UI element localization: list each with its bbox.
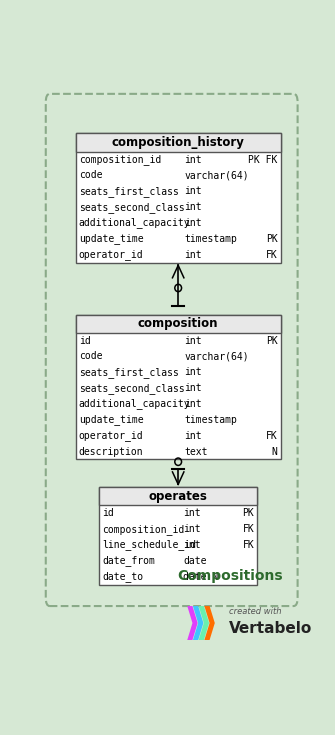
Text: text: text (184, 447, 208, 456)
Text: PK: PK (266, 336, 278, 345)
Text: FK: FK (266, 250, 278, 259)
FancyBboxPatch shape (76, 134, 281, 262)
Text: date N: date N (183, 572, 218, 581)
Text: N: N (272, 447, 278, 456)
Text: Vertabelo: Vertabelo (229, 621, 312, 637)
Text: code: code (79, 171, 102, 180)
Text: varchar(64): varchar(64) (184, 351, 249, 362)
Text: additional_capacity: additional_capacity (79, 398, 190, 409)
Text: int: int (184, 250, 202, 259)
Text: int: int (184, 202, 202, 212)
Text: FK: FK (243, 524, 254, 534)
Text: composition_history: composition_history (112, 136, 245, 149)
Text: int: int (183, 524, 201, 534)
Text: date_from: date_from (102, 556, 155, 566)
Text: int: int (184, 336, 202, 345)
Text: PK: PK (266, 234, 278, 244)
Text: operator_id: operator_id (79, 430, 143, 441)
Text: composition_id: composition_id (79, 154, 161, 165)
Text: date: date (183, 556, 206, 566)
Text: int: int (183, 508, 201, 518)
Text: int: int (184, 154, 202, 165)
Text: operator_id: operator_id (79, 249, 143, 260)
Text: timestamp: timestamp (184, 415, 237, 425)
Text: varchar(64): varchar(64) (184, 171, 249, 180)
FancyBboxPatch shape (76, 315, 281, 459)
Text: PK FK: PK FK (248, 154, 278, 165)
Text: seats_second_class: seats_second_class (79, 383, 185, 394)
Polygon shape (199, 606, 209, 640)
Text: int: int (184, 431, 202, 441)
Text: Compositions: Compositions (178, 570, 283, 584)
Text: code: code (79, 351, 102, 362)
FancyBboxPatch shape (99, 487, 257, 505)
Text: int: int (183, 540, 201, 550)
Text: int: int (184, 399, 202, 409)
FancyBboxPatch shape (76, 315, 281, 333)
Text: date_to: date_to (102, 571, 143, 582)
Text: FK: FK (243, 540, 254, 550)
Text: composition_id: composition_id (102, 523, 184, 534)
Text: int: int (184, 186, 202, 196)
Text: description: description (79, 447, 143, 456)
Text: operates: operates (149, 490, 208, 503)
Text: PK: PK (243, 508, 254, 518)
Text: composition: composition (138, 317, 218, 330)
Text: id: id (102, 508, 114, 518)
FancyBboxPatch shape (76, 134, 281, 151)
Text: int: int (184, 368, 202, 377)
Text: timestamp: timestamp (184, 234, 237, 244)
Polygon shape (187, 606, 198, 640)
Text: update_time: update_time (79, 415, 143, 426)
Text: seats_first_class: seats_first_class (79, 186, 179, 197)
Text: seats_first_class: seats_first_class (79, 367, 179, 378)
Text: int: int (184, 218, 202, 228)
Polygon shape (193, 606, 203, 640)
Text: additional_capacity: additional_capacity (79, 218, 190, 229)
Text: int: int (184, 383, 202, 393)
Text: line_schedule_id: line_schedule_id (102, 539, 196, 551)
FancyBboxPatch shape (99, 487, 257, 584)
Polygon shape (204, 606, 215, 640)
Text: created with: created with (229, 607, 281, 616)
Text: update_time: update_time (79, 233, 143, 244)
Text: id: id (79, 336, 90, 345)
Text: FK: FK (266, 431, 278, 441)
FancyBboxPatch shape (46, 94, 297, 606)
Text: seats_second_class: seats_second_class (79, 201, 185, 212)
